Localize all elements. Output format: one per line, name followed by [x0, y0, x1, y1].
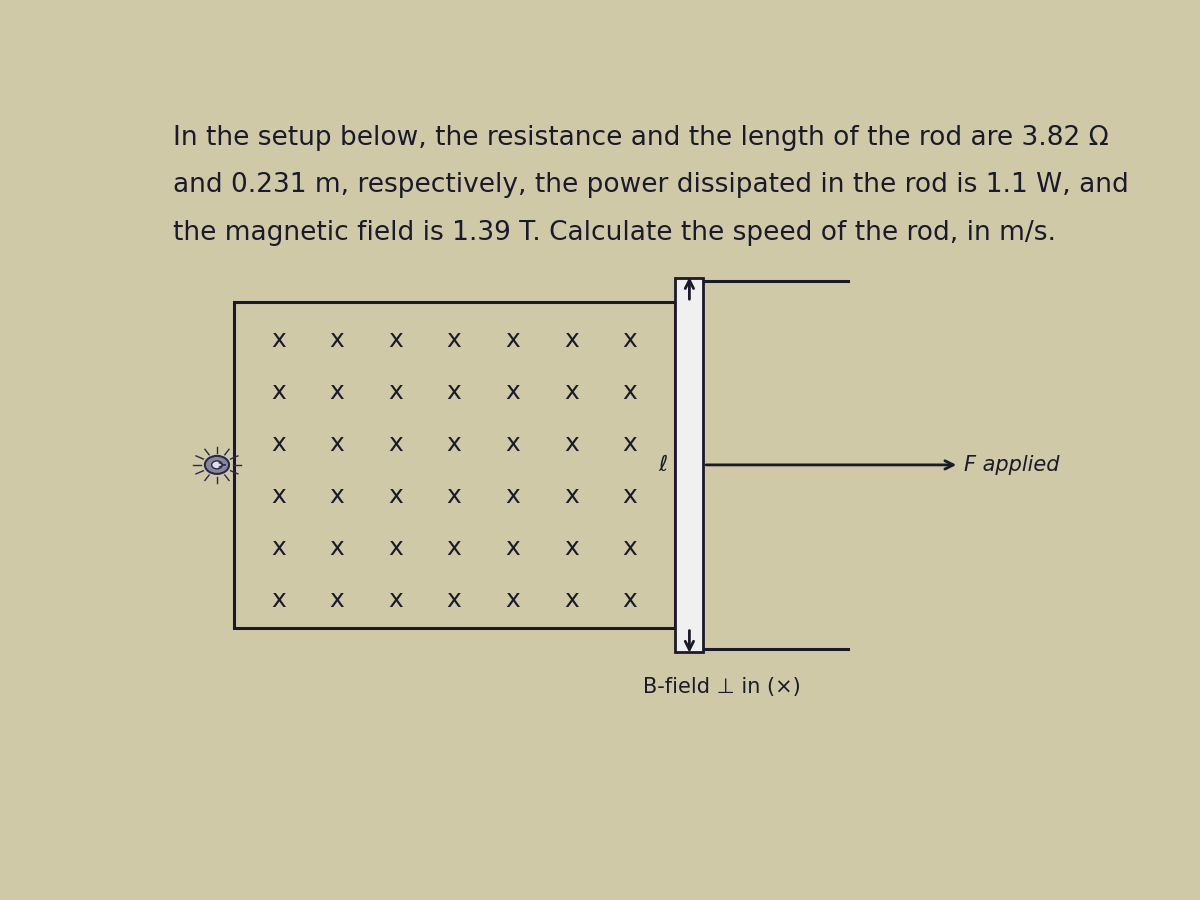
Text: F applied: F applied [964, 454, 1060, 475]
Bar [676, 278, 703, 652]
Text: x: x [446, 588, 462, 612]
Text: x: x [564, 380, 578, 404]
Text: x: x [505, 432, 520, 456]
Text: x: x [388, 328, 403, 352]
Text: x: x [388, 536, 403, 560]
Text: x: x [388, 588, 403, 612]
Text: x: x [623, 380, 637, 404]
Text: x: x [388, 432, 403, 456]
Text: x: x [446, 484, 462, 508]
Text: x: x [388, 484, 403, 508]
Text: x: x [564, 536, 578, 560]
Text: x: x [564, 328, 578, 352]
Text: x: x [330, 484, 344, 508]
Text: x: x [271, 328, 286, 352]
Text: B-field ⊥ in (×): B-field ⊥ in (×) [643, 677, 800, 697]
Text: x: x [330, 536, 344, 560]
Text: x: x [623, 432, 637, 456]
Text: x: x [623, 328, 637, 352]
Circle shape [211, 461, 222, 469]
Text: x: x [446, 328, 462, 352]
Text: x: x [564, 432, 578, 456]
Circle shape [205, 456, 229, 474]
Text: x: x [564, 484, 578, 508]
Text: x: x [446, 380, 462, 404]
Text: x: x [271, 588, 286, 612]
Text: x: x [271, 380, 286, 404]
Text: x: x [330, 588, 344, 612]
Text: x: x [623, 588, 637, 612]
Text: the magnetic field is 1.39 T. Calculate the speed of the rod, in m/s.: the magnetic field is 1.39 T. Calculate … [173, 220, 1056, 246]
Text: x: x [330, 432, 344, 456]
Text: x: x [564, 588, 578, 612]
Text: x: x [271, 484, 286, 508]
Text: x: x [505, 588, 520, 612]
Text: x: x [505, 328, 520, 352]
Text: x: x [388, 380, 403, 404]
Text: x: x [505, 380, 520, 404]
Text: x: x [330, 380, 344, 404]
Text: x: x [330, 328, 344, 352]
Text: ℓ: ℓ [658, 454, 667, 475]
Text: x: x [505, 484, 520, 508]
Text: x: x [623, 536, 637, 560]
Text: x: x [623, 484, 637, 508]
Text: x: x [271, 536, 286, 560]
Bar [234, 302, 676, 628]
Text: In the setup below, the resistance and the length of the rod are 3.82 Ω: In the setup below, the resistance and t… [173, 125, 1109, 151]
Text: and 0.231 m, respectively, the power dissipated in the rod is 1.1 W, and: and 0.231 m, respectively, the power dis… [173, 173, 1129, 198]
Text: x: x [446, 432, 462, 456]
Text: x: x [271, 432, 286, 456]
Text: x: x [505, 536, 520, 560]
Text: x: x [446, 536, 462, 560]
